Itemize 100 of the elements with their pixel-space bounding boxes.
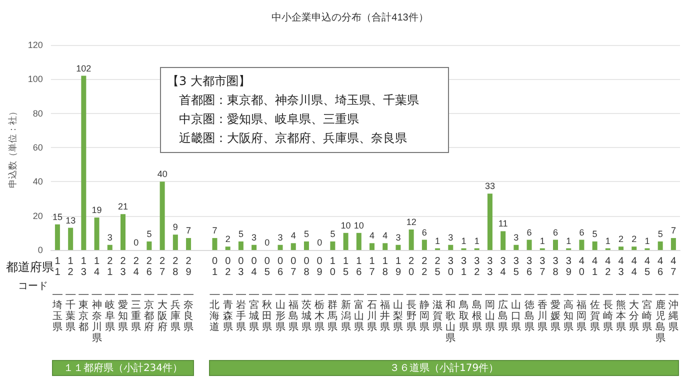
data-label: 12 [406, 217, 416, 227]
data-label: 4 [382, 230, 388, 241]
bar [448, 244, 454, 250]
data-label: 13 [66, 215, 76, 226]
bar [278, 244, 283, 250]
data-label: 1 [540, 236, 545, 246]
text: コード [18, 280, 48, 293]
x-tick-label: 18—福井県 [380, 256, 390, 333]
data-label: 19 [92, 205, 102, 216]
bar [290, 243, 296, 250]
x-tick-label: 40—福岡県 [576, 256, 587, 333]
annotation: 近畿圏：大阪府、京都府、兵庫県、奈良県 [178, 130, 408, 147]
data-label: 0 [264, 238, 270, 248]
data-label: 2 [632, 234, 637, 244]
x-tick-label: 20—長野県 [406, 256, 416, 333]
bar [68, 228, 74, 250]
x-tick-label: 08—茨城県 [300, 256, 312, 333]
bar [54, 224, 60, 250]
x-tick-label: 36—徳島県 [524, 256, 534, 333]
bar [618, 246, 624, 250]
data-label: 1 [461, 236, 466, 246]
data-label: 3 [396, 232, 401, 242]
data-label: 6 [579, 227, 584, 238]
annotation: 【3 大都市圏】 [167, 73, 252, 90]
x-tick-label: 39—高知県 [564, 256, 574, 333]
x-tick-label: 29—奈良県 [184, 256, 194, 333]
bar [552, 240, 558, 250]
x-tick-label: 26—京都府 [144, 256, 154, 333]
data-label: 102 [76, 63, 92, 74]
x-tick-label: 02—青森県 [222, 256, 233, 333]
data-label: 5 [304, 228, 309, 239]
x-tick-label: 30—和歌山県 [446, 256, 456, 344]
bar [225, 246, 230, 250]
data-label: 3 [448, 232, 454, 242]
data-label: 5 [146, 228, 152, 239]
bar [172, 234, 178, 250]
y-tick-label: 20 [32, 210, 43, 221]
bar [514, 244, 519, 250]
bar [500, 231, 506, 250]
x-tick-label: 03—岩手県 [236, 256, 246, 333]
data-label: 6 [422, 227, 427, 238]
x-tick-label: 37—香川県 [537, 256, 548, 333]
x-tick-label: 46—鹿児島県 [655, 256, 666, 344]
x-tick-label: 27—大阪府 [157, 256, 168, 333]
x-tick-label: 45—宮崎県 [642, 256, 652, 333]
chart-title: 中小企業申込の分布（合計413件） [272, 12, 428, 24]
bar [81, 76, 86, 250]
data-label: 5 [330, 228, 336, 239]
y-tick-label: 60 [32, 142, 43, 152]
x-tick-label: 28—兵庫県 [170, 256, 180, 333]
bar [382, 243, 388, 250]
data-label: 33 [484, 181, 495, 192]
annotation: 首都圏：東京都、神奈川県、埼玉県、千葉県 [178, 92, 420, 109]
y-tick-label: 80 [32, 108, 43, 118]
x-tick-label: 05—秋田県 [262, 256, 272, 333]
data-label: 1 [566, 236, 572, 246]
x-tick-label: 07—福島県 [288, 256, 298, 333]
x-tick-label: 16—富山県 [354, 256, 364, 333]
x-tick-label: 38—愛媛県 [550, 256, 560, 333]
data-label: 5 [592, 228, 598, 239]
x-tick-label: 33—岡山県 [484, 256, 495, 333]
x-tick-label: 22—静岡県 [419, 256, 430, 333]
x-tick-label: 19—山梨県 [393, 256, 404, 333]
data-label: 3 [252, 232, 257, 242]
bar [670, 238, 676, 250]
x-tick-label: 42—長崎県 [602, 256, 613, 333]
text: 都道府県 [6, 259, 54, 276]
data-label: 3 [278, 232, 283, 242]
x-tick-label: 13—東京都 [78, 256, 89, 333]
text: １１都府県（小計234件） [52, 360, 194, 376]
x-tick-label: 32—島根県 [472, 256, 482, 333]
y-tick-label: 0 [38, 245, 43, 255]
x-tick-label: 41—佐賀県 [590, 256, 600, 333]
data-label: 1 [644, 236, 650, 246]
y-axis-title: 申込数（単位：社） [8, 107, 18, 188]
data-label: 1 [435, 236, 440, 246]
bar [146, 241, 152, 250]
x-tick-label: 21—岐阜県 [104, 256, 115, 333]
data-label: 40 [157, 169, 168, 180]
data-label: 15 [52, 212, 62, 222]
data-label: 6 [552, 227, 558, 238]
data-label: 10 [340, 220, 351, 230]
data-label: 7 [186, 226, 192, 236]
bar [252, 244, 257, 250]
bar [632, 246, 637, 250]
bar [343, 232, 348, 250]
bar [370, 243, 375, 250]
bar [186, 238, 192, 250]
y-tick-label: 100 [28, 74, 43, 84]
x-tick-label: 10—群馬県 [326, 256, 338, 333]
bar [238, 241, 244, 250]
data-label: 9 [172, 222, 178, 232]
bar [422, 240, 427, 250]
x-tick-label: 44—大分県 [629, 256, 640, 333]
bar [396, 244, 401, 250]
bar [330, 241, 336, 250]
data-label: 3 [514, 232, 519, 242]
data-label: 4 [290, 230, 296, 241]
data-label: 21 [118, 202, 128, 212]
data-label: 5 [658, 228, 663, 239]
